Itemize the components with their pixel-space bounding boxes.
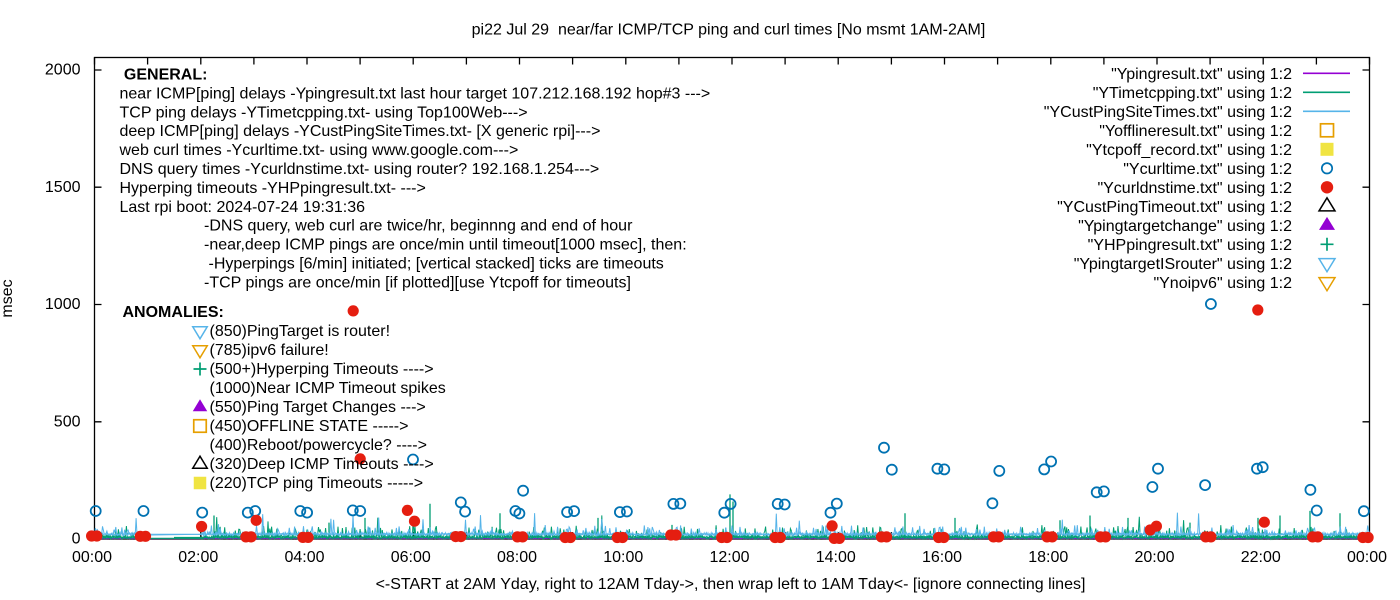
svg-text:14:00: 14:00: [816, 549, 856, 566]
svg-text:DNS query times -Ycurldnstime.: DNS query times -Ycurldnstime.txt- using…: [120, 161, 600, 178]
svg-text:TCP ping delays -YTimetcpping.: TCP ping delays -YTimetcpping.txt- using…: [120, 104, 528, 121]
svg-text:1500: 1500: [45, 179, 81, 196]
svg-text:ANOMALIES:: ANOMALIES:: [123, 304, 224, 321]
svg-text:"YTimetcpping.txt" using 1:2: "YTimetcpping.txt" using 1:2: [1093, 85, 1292, 102]
svg-text:500: 500: [54, 413, 81, 430]
svg-text:06:00: 06:00: [391, 549, 431, 566]
svg-text:<-START at 2AM Yday, right to: <-START at 2AM Yday, right to 12AM Tday-…: [376, 576, 1086, 593]
svg-text:"YpingtargetISrouter" using 1:: "YpingtargetISrouter" using 1:2: [1074, 256, 1292, 273]
svg-text:20:00: 20:00: [1134, 549, 1174, 566]
svg-text:"Yofflineresult.txt" using 1:2: "Yofflineresult.txt" using 1:2: [1099, 123, 1292, 140]
svg-text:00:00: 00:00: [72, 549, 112, 566]
svg-text:deep ICMP[ping] delays -YCustP: deep ICMP[ping] delays -YCustPingSiteTim…: [120, 123, 601, 140]
svg-text:(320)Deep ICMP Timeouts ---->: (320)Deep ICMP Timeouts ---->: [210, 456, 434, 473]
svg-text:-DNS query, web curl are twice: -DNS query, web curl are twice/hr, begin…: [204, 218, 633, 235]
svg-text:-Hyperpings [6/min] initiated;: -Hyperpings [6/min] initiated; [vertical…: [209, 256, 664, 273]
svg-text:"YCustPingTimeout.txt" using 1: "YCustPingTimeout.txt" using 1:2: [1057, 199, 1292, 216]
svg-text:"Ypingtargetchange" using 1:2: "Ypingtargetchange" using 1:2: [1078, 218, 1292, 235]
svg-text:16:00: 16:00: [922, 549, 962, 566]
svg-text:08:00: 08:00: [497, 549, 537, 566]
svg-text:-TCP pings are once/min [if pl: -TCP pings are once/min [if plotted][use…: [204, 274, 631, 291]
svg-text:12:00: 12:00: [709, 549, 749, 566]
svg-text:"YCustPingSiteTimes.txt" using: "YCustPingSiteTimes.txt" using 1:2: [1044, 104, 1292, 121]
svg-text:(785)ipv6 failure!: (785)ipv6 failure!: [210, 342, 329, 359]
svg-text:22:00: 22:00: [1241, 549, 1281, 566]
svg-text:(850)PingTarget is router!: (850)PingTarget is router!: [210, 323, 391, 340]
svg-text:(500+)Hyperping Timeouts ---->: (500+)Hyperping Timeouts ---->: [210, 361, 434, 378]
svg-text:04:00: 04:00: [284, 549, 324, 566]
svg-text:Last rpi boot: 2024-07-24 19:3: Last rpi boot: 2024-07-24 19:31:36: [120, 199, 366, 216]
svg-text:2000: 2000: [45, 62, 81, 79]
svg-text:1000: 1000: [45, 296, 81, 313]
svg-text:00:00: 00:00: [1347, 549, 1387, 566]
svg-text:msec: msec: [0, 279, 16, 317]
svg-text:(400)Reboot/powercycle? ---->: (400)Reboot/powercycle? ---->: [210, 437, 427, 454]
svg-text:web curl times -Ycurltime.txt-: web curl times -Ycurltime.txt- using www…: [119, 142, 519, 159]
svg-text:near ICMP[ping] delays -Ypingr: near ICMP[ping] delays -Ypingresult.txt …: [120, 85, 711, 102]
svg-text:"Ycurltime.txt" using 1:2: "Ycurltime.txt" using 1:2: [1123, 161, 1292, 178]
svg-text:"Ytcpoff_record.txt" using 1:2: "Ytcpoff_record.txt" using 1:2: [1086, 142, 1292, 159]
svg-text:"Ypingresult.txt" using 1:2: "Ypingresult.txt" using 1:2: [1111, 66, 1292, 83]
svg-text:(450)OFFLINE STATE ----->: (450)OFFLINE STATE ----->: [210, 418, 409, 435]
svg-text:02:00: 02:00: [178, 549, 218, 566]
svg-text:"Ycurldnstime.txt" using 1:2: "Ycurldnstime.txt" using 1:2: [1097, 180, 1292, 197]
svg-text:-near,deep ICMP pings are once: -near,deep ICMP pings are once/min until…: [204, 237, 687, 254]
svg-text:Hyperping timeouts -YHPpingres: Hyperping timeouts -YHPpingresult.txt- -…: [120, 180, 426, 197]
svg-text:GENERAL:: GENERAL:: [124, 67, 208, 84]
svg-text:10:00: 10:00: [603, 549, 643, 566]
svg-text:(550)Ping Target Changes --->: (550)Ping Target Changes --->: [210, 399, 426, 416]
svg-text:"Ynoipv6" using 1:2: "Ynoipv6" using 1:2: [1153, 275, 1292, 292]
svg-text:(220)TCP ping Timeouts ----->: (220)TCP ping Timeouts ----->: [210, 475, 424, 492]
svg-text:0: 0: [72, 531, 81, 548]
svg-text:pi22 Jul 29 near/far ICMP/TCP: pi22 Jul 29 near/far ICMP/TCP ping and c…: [472, 22, 986, 39]
svg-text:18:00: 18:00: [1028, 549, 1068, 566]
svg-text:(1000)Near ICMP Timeout spikes: (1000)Near ICMP Timeout spikes: [210, 380, 446, 397]
svg-text:"YHPpingresult.txt" using 1:2: "YHPpingresult.txt" using 1:2: [1088, 237, 1292, 254]
